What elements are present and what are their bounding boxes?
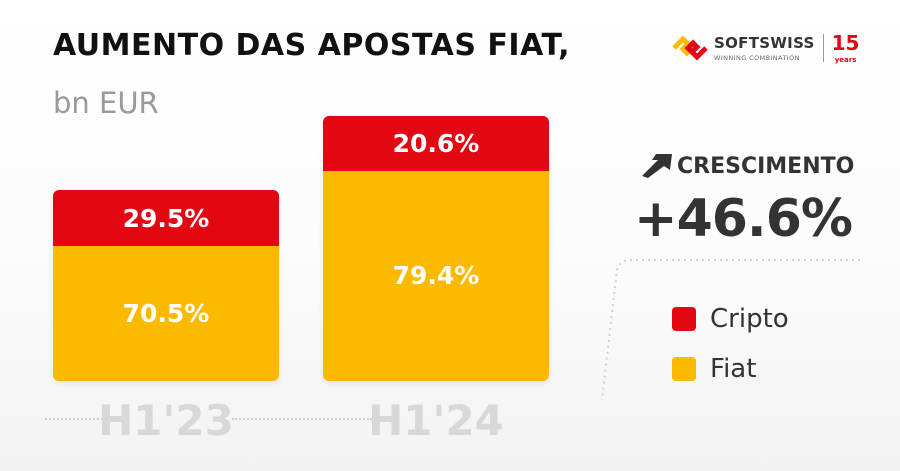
bar-H1'24: 20.6% 79.4%: [323, 116, 549, 381]
legend-label-fiat: Fiat: [710, 354, 757, 384]
arrow-up-right-icon: [642, 154, 672, 178]
growth-label: CRESCIMENTO: [677, 154, 855, 179]
softswiss-logo-icon: [672, 36, 708, 60]
logo-tagline: WINNING COMBINATION: [714, 53, 800, 62]
x-tick-label: H1'24: [368, 396, 504, 445]
dotted-line: [232, 418, 372, 420]
bar-segment-cripto: 20.6%: [323, 116, 549, 171]
bar-segment-fiat: 79.4%: [323, 170, 549, 381]
bar-segment-fiat: 70.5%: [53, 246, 279, 381]
data-label: 70.5%: [122, 299, 210, 329]
legend-item-cripto: Cripto: [672, 304, 789, 334]
growth-value: +46.6%: [634, 189, 853, 249]
chart-subtitle: bn EUR: [53, 86, 159, 120]
anniversary-badge: 15 years: [832, 31, 860, 65]
logo-name: SOFTSWISS: [714, 33, 815, 52]
x-tick-label: H1'23: [98, 396, 234, 445]
chart-title: AUMENTO DAS APOSTAS FIAT,: [53, 28, 571, 63]
data-label: 29.5%: [122, 203, 210, 233]
data-label: 20.6%: [392, 128, 480, 158]
anniversary-number: 15: [831, 31, 860, 55]
legend-swatch-cripto: [672, 307, 696, 331]
anniversary-unit: years: [834, 56, 857, 64]
softswiss-logo: SOFTSWISS WINNING COMBINATION 15 years: [672, 28, 859, 68]
bar-H1'23: 29.5% 70.5%: [53, 190, 279, 381]
logo-divider: [822, 34, 824, 62]
legend-item-fiat: Fiat: [672, 354, 756, 384]
bar-segment-cripto: 29.5%: [53, 190, 279, 247]
dotted-line: [45, 418, 107, 420]
legend-swatch-fiat: [672, 357, 696, 381]
dotted-connector: [601, 259, 860, 401]
legend-label-cripto: Cripto: [710, 304, 789, 334]
data-label: 79.4%: [392, 261, 480, 291]
